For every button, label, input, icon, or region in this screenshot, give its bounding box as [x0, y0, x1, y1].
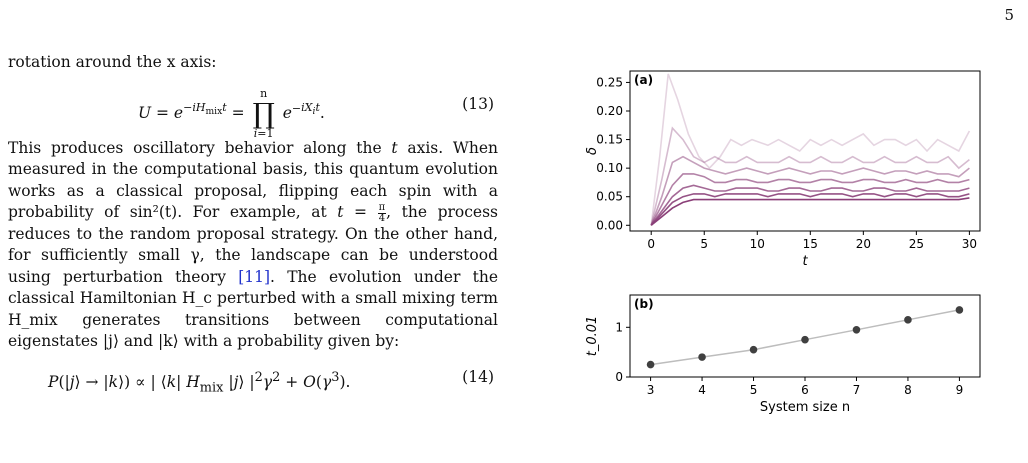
panel-b-point: [646, 360, 655, 369]
paragraph: This produces oscillatory behavior along…: [8, 138, 499, 351]
panel-a-ytick-label: 0.10: [596, 161, 623, 175]
panel-a-xtick-label: 20: [856, 237, 871, 251]
panel-a-series-6: [650, 193, 970, 226]
panel-b-xtick-label: 5: [750, 383, 758, 397]
panel-b-xtick-label: 8: [904, 383, 912, 397]
page-number: 5: [1004, 6, 1014, 24]
panel-b-point: [749, 345, 758, 354]
panel-b-ytick-label: 1: [615, 320, 623, 334]
panel-b-xtick-label: 3: [647, 383, 655, 397]
panel-a-frame: [629, 70, 981, 232]
panel-b-point: [904, 316, 912, 324]
panel-a-series-7: [650, 197, 970, 226]
panel-b-xtick-label: 7: [853, 383, 861, 397]
panel-b-ylabel: t_0.01: [585, 316, 600, 357]
panel-a-series-5: [650, 184, 970, 226]
panel-b-label: (b): [634, 297, 654, 311]
panel-a-ytick-label: 0.25: [596, 75, 623, 89]
figure-svg: 0 5 10 15 20 25 300.000.050.100.150.200.25tδ(a…: [585, 70, 981, 415]
panel-a-ylabel: δ: [585, 147, 600, 155]
text-column: rotation around the x axis: U = e−iHmixt…: [8, 52, 499, 395]
panel-b-xtick-label: 4: [698, 383, 706, 397]
panel-a-series-2: [650, 126, 970, 226]
panel-b-point: [955, 306, 964, 314]
panel-a-xtick-label: 0: [647, 237, 655, 251]
panel-b-point: [698, 353, 706, 361]
panel-a-ytick-label: 0.05: [596, 190, 623, 204]
panel-b-point: [801, 335, 809, 344]
panel-a-xtick-label: 5: [700, 237, 708, 251]
figure: 0 5 10 15 20 25 30 0.00 0.05 0.10 0.15 0.20 0.25 t δ (a…: [580, 50, 1000, 434]
panel-a-xtick-label: 10: [750, 237, 765, 251]
equation-13: U = e−iHmixt = n ∏ i=1 e−iXit. (13): [138, 86, 494, 140]
panel-b-ytick-label: 0: [615, 370, 623, 384]
citation-link[interactable]: [11]: [238, 267, 271, 286]
panel-a-xtick-label: 25: [909, 237, 924, 251]
panel-a-xtick-label: 15: [803, 237, 818, 251]
panel-a-series-3: [650, 155, 970, 226]
equation-number-14: (14): [462, 367, 494, 386]
lead-text: rotation around the x axis:: [8, 53, 217, 71]
panel-b-point: [852, 325, 861, 334]
panel-a-xlabel: t: [802, 254, 808, 269]
panel-a-series-4: [650, 173, 970, 226]
paragraph-part-4: . The evolution under the classical Hami…: [8, 267, 498, 351]
panel-a-ytick-label: 0.20: [596, 104, 623, 118]
equation-number-13: (13): [462, 94, 494, 113]
panel-b-xtick-label: 9: [956, 383, 964, 397]
paragraph-part-3: , the process reduces to the random prop…: [8, 203, 499, 286]
panel-a-ytick-label: 0.00: [596, 218, 623, 232]
panel-a-xtick-label: 30: [962, 237, 977, 251]
panel-b-xtick-label: 6: [801, 383, 809, 397]
panel-b-xlabel: System size n: [760, 400, 850, 415]
paragraph-part-2: axis. When measured in the computational…: [8, 138, 498, 222]
panel-a-label: (a): [634, 73, 653, 87]
paragraph-part-1: This produces oscillatory behavior along…: [8, 138, 382, 157]
equation-14: P(|j⟩ → |k⟩) ∝ | ⟨k| Hmix |j⟩ |2γ2 + O(γ…: [48, 367, 494, 395]
panel-a-series-1: [650, 73, 971, 226]
panel-a-ytick-label: 0.15: [596, 133, 623, 147]
